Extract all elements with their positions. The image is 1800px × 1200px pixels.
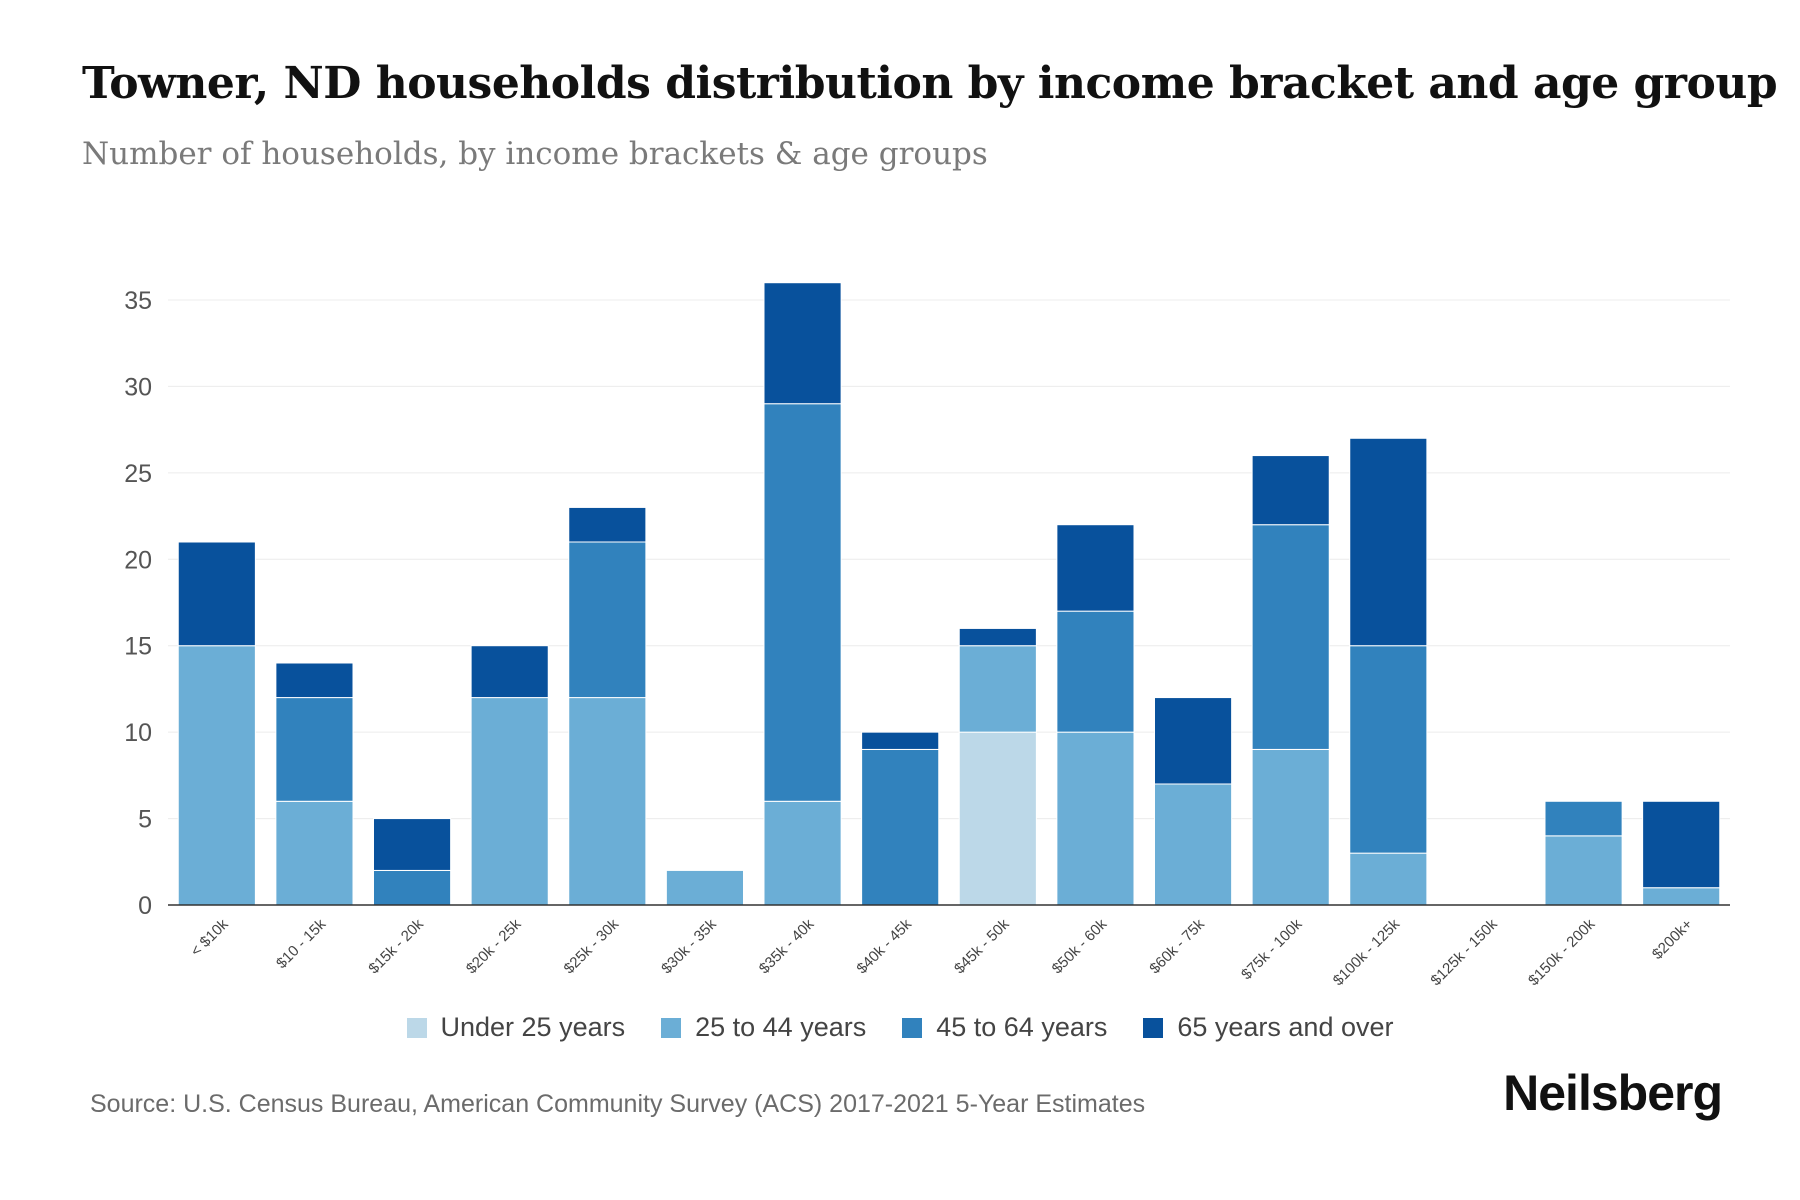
brand-logo: Neilsberg: [1503, 1065, 1723, 1121]
bar-segment: [177, 541, 256, 647]
legend-label: Under 25 years: [440, 1012, 626, 1042]
bar-segment: [861, 731, 940, 750]
x-tick-label: $20k - 25k: [463, 915, 525, 977]
x-tick-label: $150k - 200k: [1525, 915, 1599, 989]
x-tick-label: $30k - 35k: [658, 915, 720, 977]
y-tick-label: 0: [138, 892, 152, 920]
bar-segment: [1154, 697, 1233, 785]
bar-segment: [1544, 835, 1623, 906]
x-tick-label: $75k - 100k: [1238, 915, 1306, 983]
x-tick-label: $10 - 15k: [273, 915, 330, 972]
x-tick-label: $100k - 125k: [1330, 915, 1404, 989]
bar-segment: [177, 645, 256, 906]
bar-segment: [1154, 783, 1233, 906]
x-tick-label: < $10k: [187, 915, 232, 960]
bar-segment: [568, 697, 647, 906]
y-tick-label: 10: [124, 719, 152, 747]
bar-segment: [275, 662, 354, 699]
chart-subtitle: Number of households, by income brackets…: [82, 136, 988, 172]
y-tick-label: 35: [124, 287, 152, 315]
bar-segment: [763, 403, 842, 802]
bar-segment: [568, 506, 647, 543]
x-tick-label: $125k - 150k: [1427, 915, 1501, 989]
bar-segment: [958, 645, 1037, 733]
bar-segment: [1056, 610, 1135, 733]
x-tick-label: $60k - 75k: [1146, 915, 1208, 977]
bar-segment: [958, 627, 1037, 647]
x-tick-label: $15k - 20k: [365, 915, 427, 977]
x-tick-label: $25k - 30k: [561, 915, 623, 977]
bar-segment: [373, 818, 452, 871]
bar-segment: [1349, 645, 1428, 854]
legend-item: 65 years and over: [1143, 1012, 1394, 1043]
legend-label: 65 years and over: [1177, 1012, 1394, 1042]
bar-segment: [1056, 524, 1135, 612]
bar-segment: [1544, 800, 1623, 837]
bar-segment: [373, 869, 452, 906]
x-tick-label: $35k - 40k: [756, 915, 818, 977]
bar-segment: [763, 282, 842, 405]
bar-segment: [1056, 731, 1135, 906]
bar-segment: [1251, 748, 1330, 906]
bar-segment: [275, 697, 354, 802]
bar-segment: [1349, 852, 1428, 906]
bar-segment: [568, 541, 647, 699]
bar-segment: [470, 697, 549, 906]
bar-segment: [958, 731, 1037, 906]
y-tick-label: 30: [124, 373, 152, 401]
bar-segment: [763, 800, 842, 906]
legend-label: 25 to 44 years: [695, 1012, 867, 1042]
legend-item: Under 25 years: [406, 1012, 626, 1043]
legend-item: 45 to 64 years: [902, 1012, 1107, 1043]
x-tick-label: $40k - 45k: [853, 915, 915, 977]
bar-segment: [470, 645, 549, 699]
legend-swatch: [661, 1017, 682, 1038]
bar-segment: [1642, 887, 1721, 906]
bar-segment: [1642, 800, 1721, 889]
chart-legend: Under 25 years 25 to 44 years 45 to 64 yea…: [0, 1012, 1800, 1043]
y-tick-label: 25: [124, 460, 152, 488]
bar-segment: [1251, 455, 1330, 526]
x-tick-label: $200k+: [1649, 916, 1696, 963]
bar-segment: [275, 800, 354, 906]
y-tick-label: 5: [138, 806, 152, 834]
chart-title: Towner, ND households distribution by in…: [82, 58, 1778, 109]
y-tick-label: 15: [124, 633, 152, 661]
x-tick-label: $50k - 60k: [1049, 915, 1111, 977]
x-tick-label: $45k - 50k: [951, 915, 1013, 977]
y-tick-label: 20: [124, 546, 152, 574]
legend-swatch: [1143, 1017, 1164, 1038]
legend-item: 25 to 44 years: [661, 1012, 866, 1043]
bar-segment: [1251, 524, 1330, 750]
bar-segment: [665, 869, 744, 906]
legend-label: 45 to 64 years: [936, 1012, 1108, 1042]
source-note: Source: U.S. Census Bureau, American Com…: [90, 1090, 1146, 1118]
stacked-bar-chart: 0 5 10 15 20 25 30 35 < $10k $10 - 15k $15k - 20k $…: [124, 282, 1730, 989]
bar-segment: [861, 748, 940, 906]
bar-segment: [1349, 437, 1428, 647]
legend-swatch: [902, 1017, 923, 1038]
legend-swatch: [406, 1017, 427, 1038]
